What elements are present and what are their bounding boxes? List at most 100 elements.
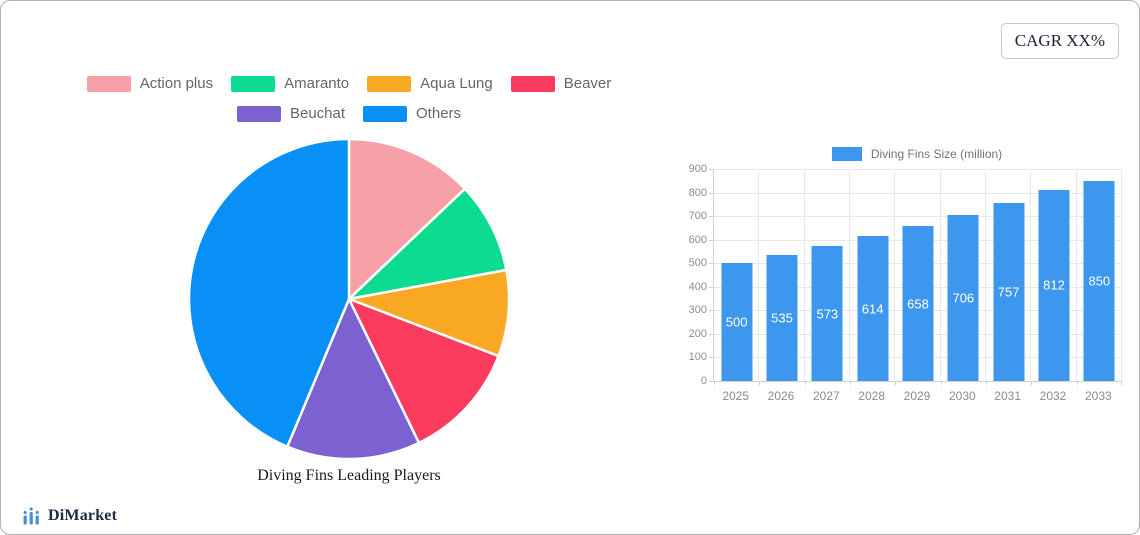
legend-label: Amaranto [284,75,350,92]
legend-item-action-plus: Action plus [86,75,213,92]
bar-legend-swatch [831,146,862,161]
bar-chart-icon [23,507,39,525]
gridline [758,169,760,381]
legend-item-aqua-lung: Aqua Lung [367,75,493,92]
legend-label: Others [416,105,462,122]
bar-2031: 757 [993,202,1025,381]
bar-2027: 573 [811,246,843,381]
y-tick-mark [709,192,713,194]
bar-2032: 812 [1038,189,1070,381]
x-tick-mark [1121,381,1122,385]
bar-legend: Diving Fins Size (million) [713,146,1121,161]
x-tick-mark [1076,381,1078,385]
bar-value-label: 706 [952,290,975,306]
pie-slice-beaver [347,297,500,445]
x-axis-labels: 2025 2026 2027 2028 2029 2030 2031 2032 2033 [713,389,1121,405]
x-tick-label: 2025 [722,389,750,403]
gridline [714,216,1122,218]
bar-value-label: 535 [771,310,793,326]
gridline [939,169,941,381]
y-tick-mark [709,333,713,335]
x-tick-label: 2029 [903,389,931,403]
x-tick-mark [804,381,806,385]
x-tick-mark [895,381,897,385]
legend-row: Action plus Amaranto Aqua Lung Beaver [86,75,612,92]
bar-2030: 706 [947,214,979,381]
bar-value-label: 573 [816,306,839,321]
legend-swatch [510,75,555,92]
bar-plot-column: Diving Fins Size (million) 0 100 200 300 400… [689,146,1122,405]
bar-2033: 850 [1083,180,1115,381]
legend-label: Aqua Lung [420,75,493,92]
gridline [1030,169,1032,381]
legend-item-others: Others [363,105,461,122]
x-tick-mark [714,381,715,385]
y-tick-mark [709,216,713,218]
legend-item-beuchat: Beuchat [236,105,346,122]
legend-label: Beaver [563,75,612,92]
y-tick-label: 100 [688,351,707,364]
pie-slice-beuchat [286,297,421,461]
y-tick-mark [709,310,713,312]
legend-swatch [367,75,412,92]
legend-swatch [363,105,408,122]
pie-chart-section: Action plus Amaranto Aqua Lung Beaver Beucha… [1,75,697,485]
y-tick-mark [709,239,713,241]
bar-value-label: 614 [861,301,884,317]
y-tick-mark [709,286,713,288]
logo-text: DiMarket [48,507,118,524]
y-tick-label: 300 [688,304,707,317]
legend-item-amaranto: Amaranto [231,75,349,92]
x-tick-mark [759,381,761,385]
x-tick-label: 2026 [767,389,795,403]
x-tick-label: 2031 [994,389,1021,403]
y-tick-mark [709,263,713,265]
y-tick-label: 0 [700,375,707,387]
pie-chart-title: Diving Fins Leading Players [257,467,441,484]
legend-swatch [231,75,276,92]
y-tick-label: 900 [688,163,707,175]
bar-value-label: 658 [907,296,929,311]
pie-slice-amaranto [347,187,508,301]
x-tick-label: 2033 [1084,389,1112,403]
y-tick-label: 800 [688,186,707,199]
cagr-badge: CAGR XX% [1000,23,1119,59]
bar-legend-label: Diving Fins Size (million) [870,146,1003,161]
bar-2028: 614 [857,236,889,381]
legend-swatch [236,105,281,122]
gridline [894,169,896,381]
gridline [714,169,1122,170]
legend-item-beaver: Beaver [510,75,612,92]
bar-plot-area: 0 100 200 300 400 500 600 700 800 900 500 535 573 614… [689,163,1122,387]
x-tick-label: 2030 [948,389,976,403]
y-tick-mark [709,381,713,382]
bar-2029: 658 [902,226,934,381]
y-tick-label: 200 [688,327,707,340]
y-tick-label: 400 [688,280,707,293]
pie-chart [187,137,511,461]
pie-slice-others [187,137,351,448]
x-tick-mark [940,381,942,385]
y-tick-mark [709,169,713,170]
x-tick-mark [1031,381,1033,385]
gridline [1121,169,1122,381]
gridline [1075,169,1077,381]
x-tick-label: 2028 [858,389,885,403]
gridline [714,192,1122,194]
gridline [803,169,805,381]
legend-row: Beuchat Others [236,105,461,122]
x-tick-mark [850,381,851,385]
bar-value-label: 500 [725,314,748,330]
bar-value-label: 757 [997,284,1020,300]
legend-label: Beuchat [289,105,346,122]
x-tick-label: 2032 [1039,389,1067,403]
legend-swatch [86,75,131,92]
bar-chart-section: Diving Fins Size (million) 0 100 200 300 400… [689,146,1137,405]
pie-slice-aqua-lung [347,268,511,358]
y-tick-label: 600 [688,233,707,246]
bar-value-label: 812 [1043,277,1065,293]
gridline [985,169,986,381]
pie-slice-action-plus [347,137,467,301]
gridline [849,169,850,381]
